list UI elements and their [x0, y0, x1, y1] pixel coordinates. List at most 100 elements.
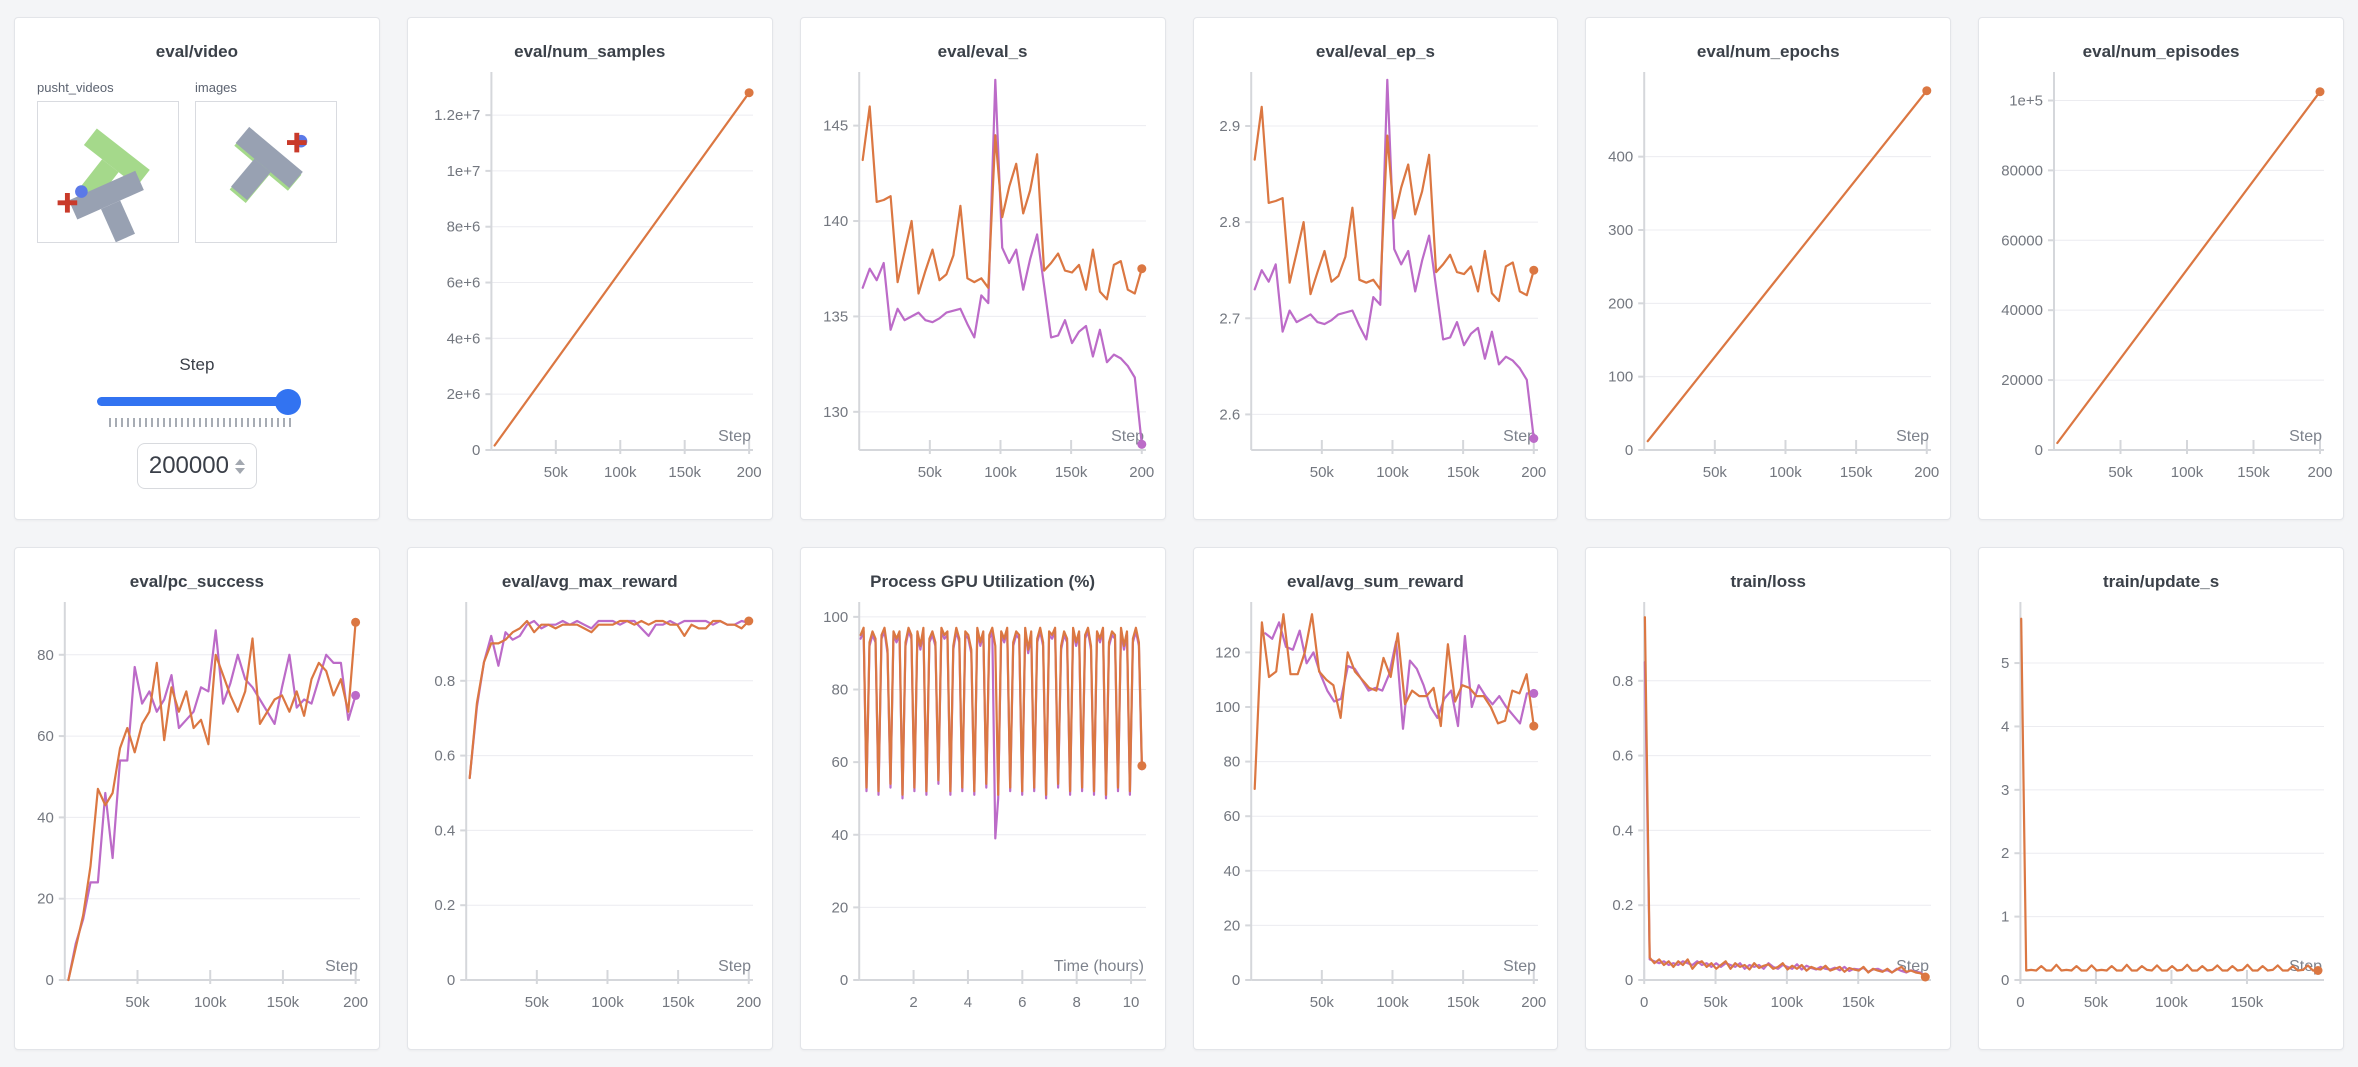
x-axis-label: Step	[325, 958, 358, 975]
x-axis-label: Step	[718, 958, 751, 975]
y-tick-label: 0	[472, 442, 480, 459]
x-tick-label: 50k	[125, 994, 150, 1011]
y-tick-label: 20	[37, 891, 54, 908]
series-line-orange	[493, 91, 750, 447]
chart-title: Process GPU Utilization (%)	[870, 572, 1095, 591]
y-tick-label: 2	[2001, 845, 2009, 862]
y-tick-label: 5	[2001, 655, 2009, 672]
y-tick-label: 2.6	[1220, 406, 1241, 423]
step-slider[interactable]	[96, 389, 301, 415]
chart-panel-eval-num-samples: eval/num_samples 0 2e+6 4e+6 6e+6 8e+6 1e+7 1.2…	[406, 17, 773, 520]
series-end-dot-orange	[1921, 972, 1931, 982]
images-thumbnail[interactable]	[195, 101, 337, 243]
chart-plot-eval-eval-ep-s[interactable]: 2.6 2.7 2.8 2.9 50k 100k 150k 200 Step	[1202, 66, 1548, 500]
x-tick-label: 150k	[1842, 994, 1875, 1011]
chart-plot-eval-avg-max-reward[interactable]: 0 0.2 0.4 0.6 0.8 50k 100k 150k 200 Step	[417, 596, 763, 1030]
x-tick-label: 50k	[1703, 464, 1728, 481]
series-end-dot-orange	[2315, 87, 2325, 97]
x-tick-label: 100k	[2155, 994, 2188, 1011]
step-stepper[interactable]	[234, 458, 245, 474]
x-tick-label: 150k	[2237, 464, 2270, 481]
x-tick-label: 200	[1522, 994, 1547, 1011]
step-number-input[interactable]: 200000	[136, 443, 257, 489]
x-tick-label: 50k	[1704, 994, 1729, 1011]
chart-title: eval/num_samples	[514, 42, 666, 61]
y-tick-label: 0	[45, 972, 53, 989]
x-tick-label: 4	[963, 994, 971, 1011]
y-tick-label: 0	[447, 972, 455, 989]
y-tick-label: 4	[2001, 718, 2009, 735]
y-tick-label: 1	[2001, 909, 2009, 926]
y-tick-label: 140	[823, 213, 848, 230]
x-tick-label: 100k	[1771, 994, 1804, 1011]
x-axis-label: Time (hours)	[1053, 958, 1143, 975]
y-tick-label: 0.2	[1613, 897, 1634, 914]
x-tick-label: 0	[1640, 994, 1648, 1011]
chart-title: eval/eval_ep_s	[1315, 42, 1435, 61]
y-tick-label: 40	[37, 809, 54, 826]
media-thumbnails-row: pusht_videos	[31, 80, 363, 243]
x-tick-label: 150k	[668, 464, 701, 481]
x-tick-label: 150k	[2231, 994, 2264, 1011]
step-slider-thumb[interactable]	[274, 389, 301, 415]
chart-plot-eval-pc-success[interactable]: 0 20 40 60 80 50k 100k 150k 200 Step	[24, 596, 370, 1030]
x-tick-label: 100k	[1769, 464, 1802, 481]
series-end-dot-orange	[1136, 264, 1146, 274]
x-tick-label: 50k	[2084, 994, 2109, 1011]
x-tick-label: 0	[2016, 994, 2024, 1011]
pusht-video-thumbnail[interactable]	[37, 101, 179, 243]
goal-cross-icon	[57, 193, 78, 213]
y-tick-label: 135	[823, 308, 848, 325]
series-end-dot-purple	[1529, 688, 1539, 698]
series-end-dot-orange	[1529, 265, 1539, 275]
y-tick-label: 80	[1224, 754, 1241, 771]
series-end-dot-orange	[2313, 966, 2323, 975]
y-tick-label: 0	[1232, 972, 1240, 989]
y-tick-label: 3	[2001, 782, 2009, 799]
x-tick-label: 100k	[194, 994, 227, 1011]
chart-plot-process-gpu-utilization[interactable]: 0 20 40 60 80 100 2 4 6 8 10 Time (hours)	[810, 596, 1156, 1030]
series-line-purple	[468, 619, 750, 780]
y-tick-label: 0.6	[434, 748, 455, 765]
agent-dot-icon	[75, 185, 88, 198]
y-tick-label: 20000	[2001, 372, 2043, 389]
y-tick-label: 6e+6	[446, 275, 480, 292]
y-tick-label: 60	[37, 728, 54, 745]
step-value: 200000	[148, 452, 229, 479]
x-tick-label: 8	[1072, 994, 1080, 1011]
y-tick-label: 40000	[2001, 302, 2043, 319]
chart-title: eval/avg_sum_reward	[1287, 572, 1464, 591]
gray-t-shape	[68, 170, 144, 242]
chart-plot-eval-num-epochs[interactable]: 0 100 200 300 400 50k 100k 150k 200 Step	[1595, 66, 1941, 500]
y-tick-label: 40	[831, 827, 848, 844]
y-tick-label: 0	[2035, 442, 2043, 459]
y-tick-label: 20	[831, 899, 848, 916]
y-tick-label: 100	[823, 609, 848, 626]
x-axis-label: Step	[1503, 958, 1536, 975]
step-increment-icon[interactable]	[234, 458, 245, 465]
y-tick-label: 40	[1224, 863, 1241, 880]
series-line-orange	[67, 621, 357, 982]
chart-plot-eval-avg-sum-reward[interactable]: 0 20 40 60 80 100 120 50k 100k 150k 200 Step	[1202, 596, 1548, 1030]
step-slider-track[interactable]	[96, 397, 297, 406]
x-tick-label: 2	[909, 994, 917, 1011]
y-tick-label: 0.4	[434, 822, 455, 839]
chart-panel-eval-num-episodes: eval/num_episodes 0 20000 40000 60000 80000 1e…	[1978, 17, 2344, 520]
x-tick-label: 200	[2308, 464, 2333, 481]
y-tick-label: 300	[1608, 222, 1633, 239]
series-end-dot-orange	[1136, 761, 1146, 771]
x-tick-label: 100k	[2171, 464, 2204, 481]
chart-plot-eval-num-samples[interactable]: 0 2e+6 4e+6 6e+6 8e+6 1e+7 1.2e+7 50k 100k 150k 20…	[417, 66, 763, 500]
chart-plot-eval-eval-s[interactable]: 130 135 140 145 50k 100k 150k 200 Step	[810, 66, 1156, 500]
y-tick-label: 120	[1216, 644, 1241, 661]
chart-plot-eval-num-episodes[interactable]: 0 20000 40000 60000 80000 1e+5 50k 100k 150k 200 S…	[1988, 66, 2334, 500]
x-tick-label: 150k	[662, 994, 695, 1011]
x-tick-label: 200	[736, 994, 761, 1011]
series-line-orange	[859, 626, 1143, 796]
series-end-dot-orange	[744, 616, 754, 626]
y-tick-label: 400	[1608, 149, 1633, 166]
step-decrement-icon[interactable]	[234, 467, 245, 474]
x-axis-label: Step	[1503, 428, 1536, 445]
